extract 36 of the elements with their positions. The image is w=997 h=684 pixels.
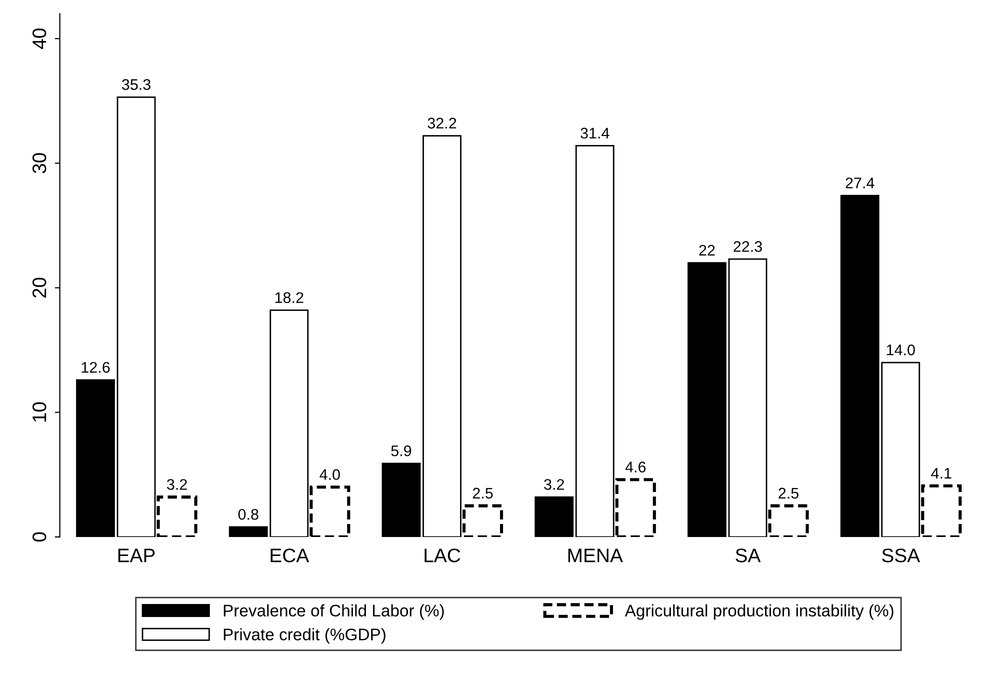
- x-tick-label: SSA: [882, 548, 920, 562]
- data-label: 31.4: [580, 128, 610, 139]
- x-tick-label: MENA: [568, 548, 623, 562]
- data-label: 4.6: [625, 462, 646, 472]
- data-label: 32.2: [428, 118, 456, 129]
- bar: [688, 262, 726, 537]
- data-label: 22: [699, 244, 715, 256]
- data-label: 18.2: [275, 292, 304, 304]
- x-tick-label: LAC: [424, 548, 460, 562]
- data-label: 5.9: [391, 445, 412, 456]
- data-label: 3.2: [544, 479, 564, 490]
- data-label: 4.0: [320, 469, 340, 480]
- bar: [382, 462, 421, 537]
- y-tick-label: 0: [32, 532, 46, 542]
- data-label: 0.8: [238, 508, 258, 520]
- data-label: 14.0: [886, 344, 915, 356]
- y-tick-label: 20: [32, 278, 46, 298]
- x-tick-label: SA: [736, 548, 761, 562]
- data-label: 2.5: [778, 488, 798, 499]
- y-tick-label: 30: [32, 153, 46, 174]
- bar: [76, 379, 115, 537]
- x-tick-label: EAP: [118, 548, 155, 562]
- data-label: 35.3: [122, 79, 150, 90]
- y-tick-label: 10: [32, 402, 46, 422]
- legend-label: Prevalence of Child Labor (%): [224, 604, 444, 620]
- data-label: 4.1: [931, 468, 952, 479]
- data-label: 2.5: [472, 488, 493, 499]
- data-label: 12.6: [82, 362, 110, 373]
- data-label: 27.4: [846, 178, 874, 188]
- x-tick-label: ECA: [270, 548, 310, 562]
- data-label: 3.2: [166, 479, 187, 490]
- y-tick-label: 40: [32, 28, 46, 49]
- bar: [534, 496, 574, 537]
- data-label: 22.3: [734, 241, 762, 252]
- legend-label: Agricultural production instability (%): [624, 604, 894, 620]
- legend-label: Private credit (%GDP): [224, 628, 386, 644]
